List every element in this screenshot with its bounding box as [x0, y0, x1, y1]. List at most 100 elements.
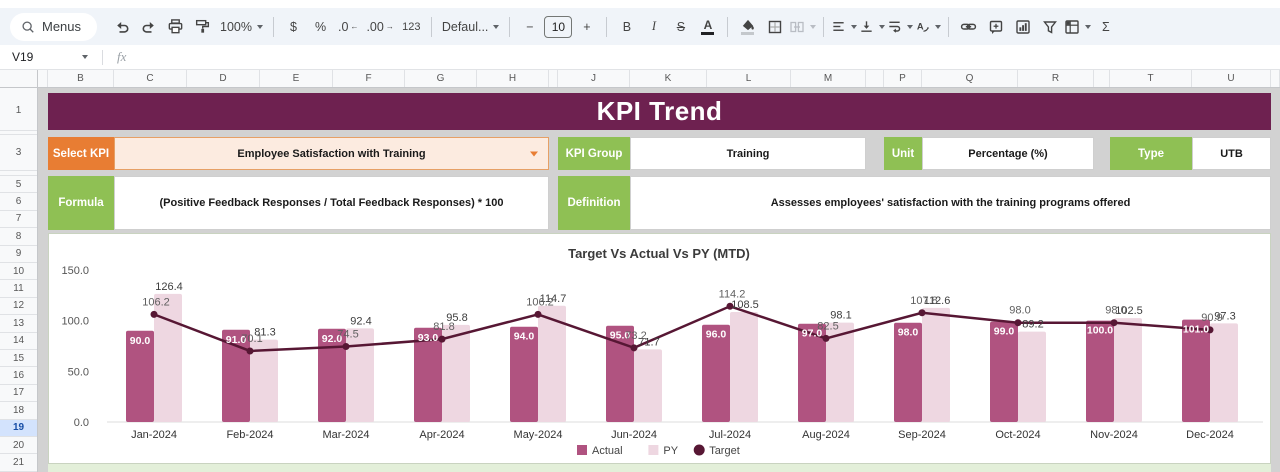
pivot-table-button[interactable]: [1064, 14, 1092, 40]
column-header-D[interactable]: D: [187, 70, 260, 87]
row-header-7[interactable]: 7: [0, 211, 37, 229]
dropdown-caret-icon: [530, 151, 538, 156]
column-header-Q[interactable]: Q: [922, 70, 1018, 87]
merge-cells-icon: [790, 21, 805, 32]
chart-icon: [1016, 19, 1030, 34]
column-header-H[interactable]: H: [477, 70, 549, 87]
row-header-15[interactable]: 15: [0, 350, 37, 368]
text-rotate-caret: [935, 24, 942, 29]
insert-comment-button[interactable]: [983, 14, 1008, 40]
redo-button[interactable]: [136, 14, 161, 40]
horizontal-align-button[interactable]: [831, 14, 858, 40]
text-rotate-button[interactable]: A: [915, 14, 942, 40]
row-header-3[interactable]: 3: [0, 135, 37, 171]
svg-text:97.3: 97.3: [1214, 310, 1235, 322]
strikethrough-button[interactable]: S: [676, 19, 686, 34]
toolbar: Menus 100% $ % .0 ← .00 → 123 Defaul... − …: [0, 8, 1280, 45]
column-header-L[interactable]: L: [707, 70, 791, 87]
row-header-16[interactable]: 16: [0, 367, 37, 385]
row-header-6[interactable]: 6: [0, 193, 37, 211]
vertical-align-button[interactable]: [859, 14, 886, 40]
increase-font-size-button[interactable]: +: [583, 19, 591, 34]
row-header-1[interactable]: 1: [0, 90, 37, 131]
row-header-12[interactable]: 12: [0, 298, 37, 316]
font-size-input[interactable]: 10: [544, 15, 573, 38]
row-header-4[interactable]: [0, 171, 37, 176]
decrease-decimals-button[interactable]: .0 ←: [338, 19, 359, 34]
column-header-B[interactable]: B: [48, 70, 114, 87]
menus-button[interactable]: Menus: [10, 12, 98, 41]
chart-footer-strip: [48, 464, 1271, 472]
formula-bar: V19 fx: [0, 45, 1280, 70]
name-box[interactable]: V19: [0, 50, 96, 64]
column-header-F[interactable]: F: [333, 70, 405, 87]
column-header-C[interactable]: C: [114, 70, 187, 87]
format-currency-button[interactable]: $: [290, 19, 297, 34]
kpi-dropdown[interactable]: Employee Satisfaction with Training: [114, 137, 549, 170]
kpi-title-banner: KPI Trend: [48, 93, 1271, 130]
zoom-select[interactable]: 100%: [217, 14, 266, 40]
insert-chart-button[interactable]: [1010, 14, 1035, 40]
column-header-I[interactable]: [549, 70, 558, 87]
sheet-grid[interactable]: 1 3 5 6 7 8 9 10 11 12 13 14 15 16 17 18 19 20 21 KPI Tren…: [0, 88, 1280, 472]
column-header-R[interactable]: R: [1018, 70, 1094, 87]
row-header-8[interactable]: 8: [0, 228, 37, 246]
toolbar-divider: [727, 16, 729, 37]
text-color-button[interactable]: A: [695, 14, 720, 40]
decrease-font-size-button[interactable]: −: [526, 19, 534, 34]
toolbar-divider: [823, 16, 825, 37]
increase-decimals-icon: →: [385, 22, 394, 31]
svg-text:Target Vs Actual Vs PY (MTD): Target Vs Actual Vs PY (MTD): [568, 246, 750, 261]
text-wrap-button[interactable]: [887, 14, 914, 40]
number-format-button[interactable]: 123: [402, 20, 421, 33]
column-header-K[interactable]: K: [630, 70, 707, 87]
column-header-E[interactable]: E: [260, 70, 333, 87]
column-header-O[interactable]: [866, 70, 884, 87]
svg-text:A: A: [917, 21, 924, 31]
row-header-11[interactable]: 11: [0, 280, 37, 298]
svg-text:50.0: 50.0: [68, 366, 89, 378]
text-rotate-icon: A: [917, 21, 930, 32]
bold-button[interactable]: B: [622, 19, 632, 34]
kpi-trend-chart[interactable]: Target Vs Actual Vs PY (MTD) 150.0 100.0 50…: [48, 233, 1271, 464]
borders-button[interactable]: [762, 14, 787, 40]
column-header-A[interactable]: [38, 70, 48, 87]
row-header-14[interactable]: 14: [0, 333, 37, 350]
column-header-J[interactable]: J: [558, 70, 630, 87]
column-header-T[interactable]: T: [1110, 70, 1192, 87]
row-header-18[interactable]: 18: [0, 402, 37, 420]
increase-decimals-button[interactable]: .00 →: [366, 19, 394, 34]
format-percent-button[interactable]: %: [314, 19, 327, 34]
row-header-5[interactable]: 5: [0, 176, 37, 194]
functions-button[interactable]: Σ: [1093, 14, 1118, 40]
column-header-P[interactable]: P: [884, 70, 922, 87]
svg-text:97.0: 97.0: [802, 328, 823, 340]
column-header-U[interactable]: U: [1192, 70, 1271, 87]
row-header-9[interactable]: 9: [0, 246, 37, 263]
row-header-20[interactable]: 20: [0, 437, 37, 455]
column-header-G[interactable]: G: [405, 70, 477, 87]
svg-text:90.9: 90.9: [1201, 312, 1222, 324]
insert-link-button[interactable]: [956, 14, 981, 40]
row-header-19[interactable]: 19: [0, 419, 37, 437]
paint-format-button[interactable]: [190, 14, 215, 40]
merge-cells-button[interactable]: [789, 14, 817, 40]
row-header-10[interactable]: 10: [0, 263, 37, 281]
font-select[interactable]: Defaul...: [439, 14, 503, 40]
row-header-17[interactable]: 17: [0, 385, 37, 403]
svg-text:73.2: 73.2: [625, 330, 646, 342]
row-header-13[interactable]: 13: [0, 315, 37, 333]
formula-value: (Positive Feedback Responses / Total Fee…: [114, 176, 549, 230]
print-button[interactable]: [163, 14, 188, 40]
select-all-corner[interactable]: [0, 70, 38, 87]
row-header-2[interactable]: [0, 131, 37, 135]
column-header-M[interactable]: M: [791, 70, 866, 87]
column-header-S[interactable]: [1094, 70, 1110, 87]
undo-button[interactable]: [109, 14, 134, 40]
fill-color-button[interactable]: [735, 14, 760, 40]
italic-button[interactable]: I: [651, 19, 656, 33]
row-header-21[interactable]: 21: [0, 454, 37, 472]
create-filter-button[interactable]: [1037, 14, 1062, 40]
